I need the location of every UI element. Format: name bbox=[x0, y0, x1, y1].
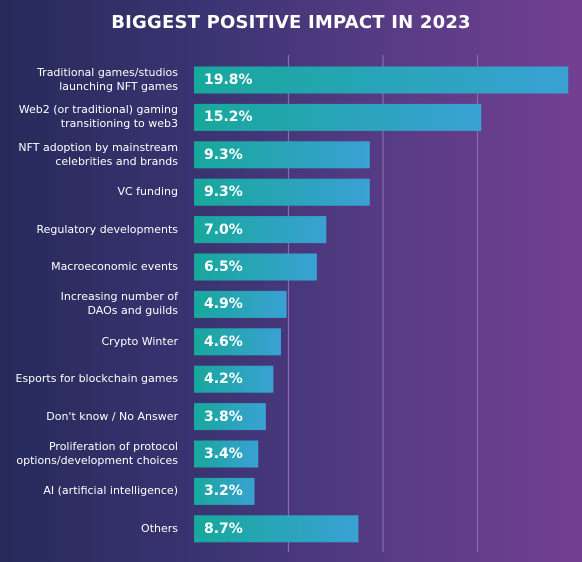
bar bbox=[194, 253, 317, 281]
category-label: Traditional games/studios launching NFT … bbox=[37, 66, 178, 93]
bar bbox=[194, 328, 281, 356]
bar bbox=[194, 216, 327, 244]
value-label: 6.5% bbox=[204, 259, 243, 275]
value-label: 4.9% bbox=[204, 296, 243, 313]
value-label: 3.2% bbox=[204, 483, 243, 500]
category-label: Others bbox=[141, 521, 178, 535]
value-label: 8.7% bbox=[204, 520, 243, 537]
category-label: Increasing number of DAOs and guilds bbox=[60, 290, 178, 318]
bar bbox=[194, 440, 259, 468]
bar bbox=[194, 290, 287, 318]
category-label: Macroeconomic events bbox=[51, 260, 178, 273]
category-label: Proliferation of protocol options/develo… bbox=[16, 440, 178, 467]
value-label: 15.2% bbox=[204, 109, 253, 126]
category-label: NFT adoption by mainstream celebrities a… bbox=[18, 140, 178, 168]
category-label: Esports for blockchain games bbox=[15, 372, 179, 386]
value-label: 7.0% bbox=[204, 221, 243, 238]
value-label: 3.4% bbox=[204, 446, 243, 462]
category-label: VC funding bbox=[117, 185, 178, 199]
bars bbox=[194, 66, 569, 543]
category-label: Web2 (or traditional) gaming transitioni… bbox=[18, 103, 178, 131]
value-label: 3.8% bbox=[204, 408, 243, 425]
value-label: 4.6% bbox=[204, 333, 243, 350]
bar bbox=[194, 141, 370, 169]
bar bbox=[194, 365, 274, 393]
value-label: 4.2% bbox=[204, 371, 243, 388]
category-label: Regulatory developments bbox=[36, 222, 178, 236]
bar bbox=[194, 103, 482, 131]
category-label: Don't know / No Answer bbox=[46, 409, 178, 423]
bar bbox=[194, 66, 569, 94]
category-label: AI (artificial intelligence) bbox=[43, 484, 178, 498]
category-label: Crypto Winter bbox=[101, 334, 178, 348]
value-label: 9.3% bbox=[204, 146, 243, 163]
bar bbox=[194, 403, 266, 431]
bar bbox=[194, 515, 359, 543]
bar bbox=[194, 178, 370, 206]
value-label: 9.3% bbox=[204, 184, 243, 201]
bar bbox=[194, 477, 255, 505]
chart-title: BIGGEST POSITIVE IMPACT IN 2023 bbox=[111, 12, 471, 33]
value-label: 19.8% bbox=[204, 72, 253, 88]
gridlines bbox=[287, 55, 479, 552]
